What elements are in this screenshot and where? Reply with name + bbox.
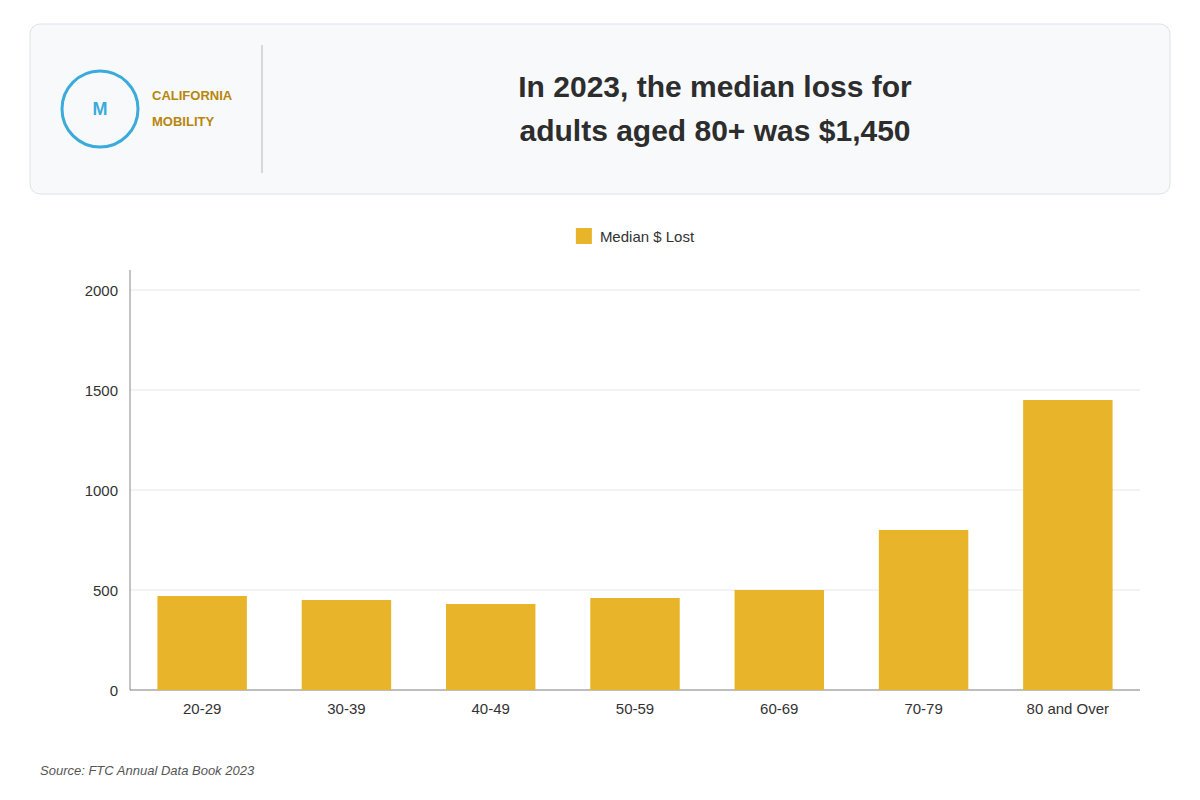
legend-label: Median $ Lost <box>600 228 695 245</box>
grid-line <box>130 390 1140 391</box>
logo-text: CALIFORNIA <box>152 88 233 103</box>
y-tick-label: 500 <box>93 582 118 599</box>
bar <box>590 598 679 690</box>
title-line: In 2023, the median loss for <box>518 70 912 103</box>
bars <box>157 400 1112 690</box>
grid-line <box>130 290 1140 291</box>
y-axis: 0 500 1000 1500 2000 <box>85 282 1140 699</box>
y-tick-label: 2000 <box>85 282 118 299</box>
legend: Median $ Lost <box>576 228 695 245</box>
source-note: Source: FTC Annual Data Book 2023 <box>40 763 255 778</box>
y-tick-label: 1500 <box>85 382 118 399</box>
bar <box>302 600 391 690</box>
bar <box>157 596 246 690</box>
chart: M CALIFORNIA MOBILITY In 2023, the median l… <box>0 0 1200 800</box>
bar <box>735 590 824 690</box>
title-line: adults aged 80+ was $1,450 <box>519 114 910 147</box>
x-tick-label: 30-39 <box>327 700 365 717</box>
grid-line <box>130 490 1140 491</box>
y-tick-label: 1000 <box>85 482 118 499</box>
x-tick-label: 50-59 <box>616 700 654 717</box>
x-axis: 20-29 30-39 40-49 50-59 60-69 70-79 80 and Ove… <box>183 700 1109 717</box>
bar <box>1023 400 1112 690</box>
x-tick-label: 20-29 <box>183 700 221 717</box>
y-tick-label: 0 <box>110 682 118 699</box>
x-tick-label: 80 and Over <box>1027 700 1110 717</box>
grid-line <box>130 590 1140 591</box>
logo-letter: M <box>93 99 108 119</box>
header-panel <box>30 24 1170 194</box>
logo-circle <box>62 71 138 147</box>
x-tick-label: 60-69 <box>760 700 798 717</box>
header-separator <box>261 45 263 173</box>
y-axis-line <box>130 270 131 690</box>
bar <box>446 604 535 690</box>
logo-text: MOBILITY <box>152 114 214 129</box>
legend-swatch <box>576 228 592 244</box>
x-tick-label: 70-79 <box>904 700 942 717</box>
bar <box>879 530 968 690</box>
x-tick-label: 40-49 <box>472 700 510 717</box>
title: In 2023, the median loss for adults aged … <box>518 70 912 147</box>
